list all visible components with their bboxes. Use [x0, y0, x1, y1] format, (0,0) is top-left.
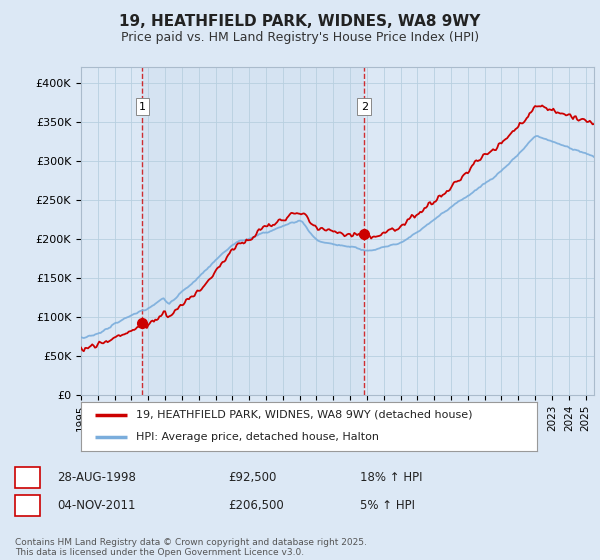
Text: 2: 2 [23, 498, 32, 512]
Text: 1: 1 [23, 470, 32, 484]
Text: Price paid vs. HM Land Registry's House Price Index (HPI): Price paid vs. HM Land Registry's House … [121, 31, 479, 44]
Text: 2: 2 [361, 101, 368, 111]
Text: Contains HM Land Registry data © Crown copyright and database right 2025.
This d: Contains HM Land Registry data © Crown c… [15, 538, 367, 557]
Text: 19, HEATHFIELD PARK, WIDNES, WA8 9WY: 19, HEATHFIELD PARK, WIDNES, WA8 9WY [119, 14, 481, 29]
Text: HPI: Average price, detached house, Halton: HPI: Average price, detached house, Halt… [136, 432, 379, 442]
Bar [142, 67, 364, 395]
Text: 28-AUG-1998: 28-AUG-1998 [57, 470, 136, 484]
Text: 18% ↑ HPI: 18% ↑ HPI [360, 470, 422, 484]
Text: £206,500: £206,500 [228, 498, 284, 512]
Text: 1: 1 [139, 101, 146, 111]
Text: 5% ↑ HPI: 5% ↑ HPI [360, 498, 415, 512]
Text: 19, HEATHFIELD PARK, WIDNES, WA8 9WY (detached house): 19, HEATHFIELD PARK, WIDNES, WA8 9WY (de… [136, 410, 472, 420]
Text: £92,500: £92,500 [228, 470, 277, 484]
Text: 04-NOV-2011: 04-NOV-2011 [57, 498, 136, 512]
